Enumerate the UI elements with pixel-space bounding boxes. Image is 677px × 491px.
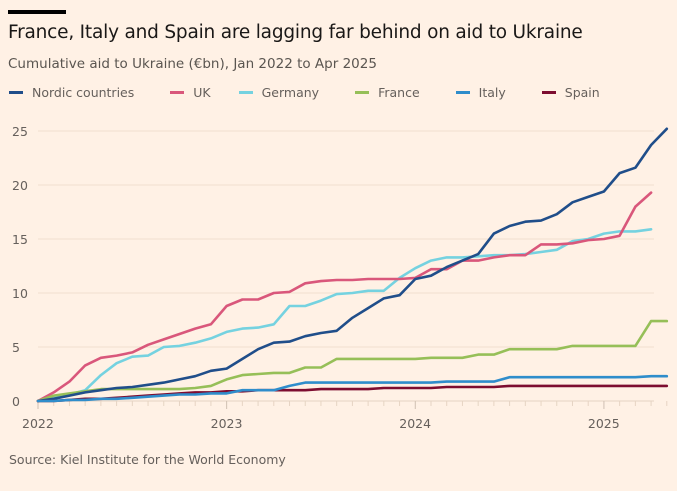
y-tick-label: 15	[12, 232, 28, 247]
series-line-italy	[36, 374, 669, 403]
legend-swatch	[541, 91, 556, 94]
legend-item: Germany	[238, 85, 320, 100]
source-note: Source: Kiel Institute for the World Eco…	[9, 452, 286, 467]
brand-rule	[8, 10, 66, 14]
series-line-nordic-countries	[36, 127, 669, 403]
legend-label: Germany	[261, 85, 320, 100]
legend-swatch	[170, 91, 185, 94]
y-tick-label: 10	[12, 286, 28, 301]
legend-label: France	[378, 85, 420, 100]
series-line-france	[36, 319, 669, 403]
legend-item: France	[355, 85, 420, 100]
chart-title: France, Italy and Spain are lagging far …	[8, 22, 583, 43]
x-tick-label: 2023	[211, 416, 243, 431]
legend: Nordic countries UK Germany France Italy Spai…	[9, 85, 600, 100]
y-tick-label: 20	[12, 178, 28, 193]
y-tick-label: 0	[12, 394, 20, 409]
legend-label: Nordic countries	[32, 85, 135, 100]
legend-swatch	[238, 91, 253, 94]
legend-label: UK	[193, 85, 211, 100]
legend-swatch	[455, 91, 470, 94]
x-tick-label: 2024	[399, 416, 431, 431]
chart-subtitle: Cumulative aid to Ukraine (€bn), Jan 202…	[8, 56, 377, 72]
legend-item: Italy	[455, 85, 506, 100]
x-tick-label: 2025	[588, 416, 620, 431]
y-tick-label: 25	[12, 124, 28, 139]
legend-swatch	[9, 91, 23, 94]
x-tick-label: 2022	[22, 416, 54, 431]
legend-item: UK	[170, 85, 211, 100]
legend-item: Spain	[541, 85, 600, 100]
legend-swatch	[355, 91, 370, 94]
series-line-uk	[36, 191, 653, 403]
legend-item: Nordic countries	[9, 85, 134, 100]
legend-label: Spain	[564, 85, 600, 100]
series-line-germany	[36, 228, 653, 403]
y-tick-label: 5	[12, 340, 20, 355]
legend-label: Italy	[478, 85, 506, 100]
